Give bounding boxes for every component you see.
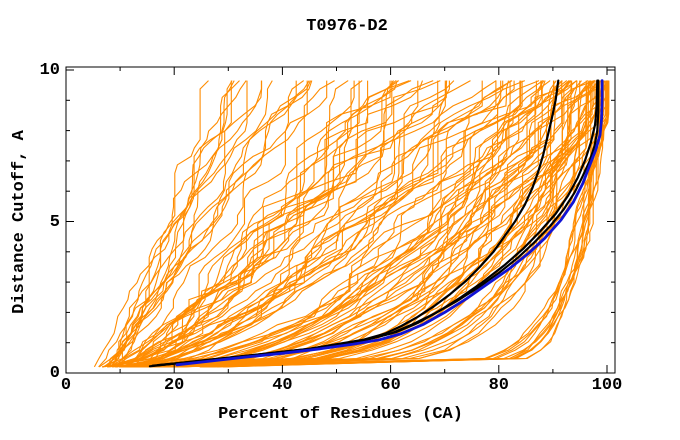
model-curve bbox=[93, 80, 240, 368]
model-curve bbox=[115, 80, 513, 368]
model-curve bbox=[116, 80, 497, 368]
model-curve bbox=[124, 80, 395, 368]
x-tick-label: 100 bbox=[591, 376, 623, 395]
model-curves bbox=[93, 80, 610, 368]
x-tick-label: 80 bbox=[488, 376, 509, 395]
model-curve bbox=[130, 80, 596, 368]
blue-highlight-curve bbox=[175, 79, 604, 367]
model-curve bbox=[123, 80, 447, 368]
model-curve bbox=[162, 80, 555, 368]
model-curve bbox=[126, 80, 540, 368]
model-curve bbox=[98, 80, 247, 368]
plot-frame-and-ticks bbox=[65, 66, 616, 374]
model-curve bbox=[182, 80, 592, 368]
model-curve bbox=[133, 80, 511, 368]
model-curve bbox=[108, 80, 248, 368]
model-curve bbox=[157, 80, 589, 368]
y-tick-label: 0 bbox=[49, 364, 60, 383]
model-curve bbox=[163, 80, 593, 368]
model-curve bbox=[125, 80, 391, 368]
model-curve bbox=[120, 80, 209, 367]
x-tick-label: 0 bbox=[60, 376, 72, 395]
model-curve bbox=[135, 80, 450, 368]
model-curve bbox=[126, 80, 572, 368]
model-curve bbox=[141, 80, 441, 368]
model-curve bbox=[98, 80, 312, 368]
x-tick-label: 40 bbox=[272, 376, 293, 395]
model-curve bbox=[118, 80, 504, 368]
y-tick-label: 10 bbox=[39, 61, 60, 80]
model-curve bbox=[107, 80, 400, 368]
model-curve bbox=[106, 80, 233, 368]
chart-title: T0976-D2 bbox=[306, 17, 388, 36]
model-curve bbox=[121, 80, 235, 368]
model-curve bbox=[141, 80, 551, 368]
plot-border bbox=[65, 66, 616, 374]
model-curve bbox=[108, 80, 297, 368]
model-curve bbox=[109, 80, 363, 368]
model-curve bbox=[123, 80, 545, 368]
model-curve bbox=[113, 80, 308, 368]
y-tick-label: 5 bbox=[49, 212, 60, 232]
model-curve bbox=[112, 80, 397, 368]
model-curve bbox=[107, 80, 526, 368]
model-curve bbox=[109, 80, 273, 368]
model-curve bbox=[138, 80, 568, 368]
y-axis-label: Distance Cutoff, A bbox=[10, 130, 29, 314]
model-curve bbox=[158, 80, 577, 368]
model-curve bbox=[202, 80, 609, 368]
model-curve bbox=[143, 80, 596, 368]
model-curve bbox=[121, 80, 410, 368]
model-curve bbox=[163, 80, 600, 368]
model-curve bbox=[111, 80, 310, 368]
highlight-curves bbox=[148, 79, 604, 368]
model-curve bbox=[131, 80, 497, 368]
model-curve bbox=[126, 80, 328, 368]
model-curve bbox=[164, 80, 570, 368]
model-curve bbox=[147, 80, 595, 368]
x-tick-label: 60 bbox=[380, 376, 401, 395]
model-curve bbox=[107, 80, 515, 368]
model-curve bbox=[115, 80, 572, 368]
model-curve bbox=[115, 80, 355, 368]
model-curve bbox=[122, 80, 360, 368]
model-curve bbox=[109, 80, 398, 368]
model-curve bbox=[145, 80, 578, 368]
model-curve bbox=[146, 80, 571, 368]
x-tick-label: 20 bbox=[163, 376, 185, 395]
model-curve bbox=[216, 80, 610, 368]
model-curve bbox=[168, 80, 610, 368]
x-axis-label: Percent of Residues (CA) bbox=[218, 405, 463, 424]
